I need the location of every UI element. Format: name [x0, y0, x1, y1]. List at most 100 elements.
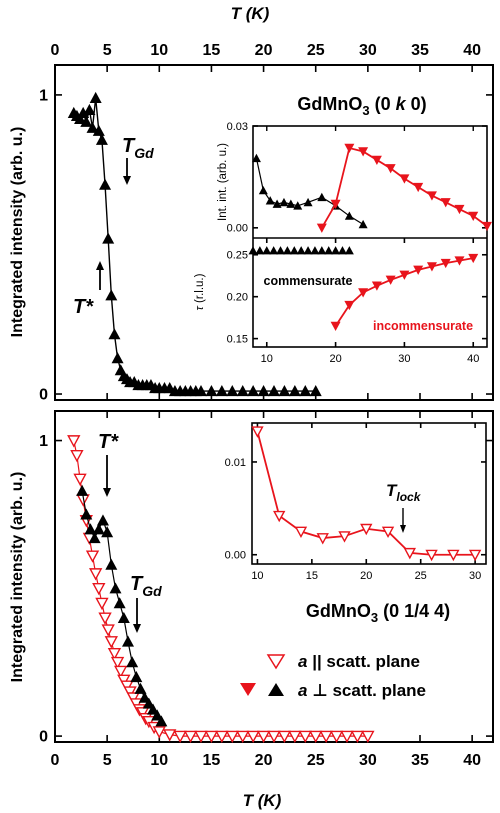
bottom-open-point — [104, 636, 118, 649]
inset-upper-black-point — [251, 153, 261, 163]
top-y-tick-labels: 01 — [39, 88, 48, 404]
x-tick-label: 20 — [329, 353, 341, 365]
top-inset-frame — [252, 125, 488, 348]
bottom-black-point — [105, 558, 118, 570]
inset-upper-red-point — [399, 174, 410, 184]
bottom-x-tick-label: 30 — [359, 752, 377, 769]
bottom-inset: 10 15 20 25 300.000.01 Tlock — [225, 422, 487, 582]
top-x-tick-label: 0 — [51, 42, 60, 59]
bottom-open-point — [183, 730, 198, 744]
top-x-tick-label: 35 — [411, 42, 429, 59]
inset-upper-black-point — [279, 197, 289, 207]
y-tick-label: 1 — [39, 88, 48, 105]
y-tick-label: 1 — [39, 433, 48, 450]
bottom-open-point — [288, 730, 302, 744]
bottom-black-point — [117, 611, 130, 623]
bottom-inset-tick-labels: 10 15 20 25 30 0.00 0.01 — [225, 457, 482, 582]
bottom-open-point — [70, 449, 84, 463]
bottom-open-point — [173, 730, 187, 744]
bottom-black-point — [126, 656, 139, 668]
inset-lower-red-point — [440, 258, 451, 269]
bottom-black-point — [113, 597, 126, 609]
bottom-open-point — [98, 612, 112, 625]
bottom-black-point — [76, 484, 89, 496]
y-tick-label: 0 — [39, 387, 48, 404]
top-main-point — [236, 385, 249, 397]
inset-upper-black-point — [344, 211, 354, 220]
inset-upper-red-point — [371, 155, 382, 165]
bottom-open-point — [117, 674, 131, 687]
inset-upper-black-point — [286, 199, 296, 208]
bottom-inset-point — [468, 549, 482, 562]
tstar-label-top: T* — [73, 296, 94, 318]
top-y-axis-label: Integrated intensity (arb. u.) — [9, 127, 26, 338]
y-tick-label: 0.00 — [227, 223, 248, 235]
bottom-inset-point — [447, 549, 460, 562]
inset-upper-red-point — [426, 191, 437, 201]
top-main-point — [215, 385, 228, 397]
top-main-point — [92, 124, 105, 136]
top-main-point — [205, 385, 218, 397]
tstar-label-bottom: T* — [98, 431, 119, 453]
top-main-point — [278, 385, 291, 397]
bottom-open-point — [114, 665, 128, 679]
top-x-tick-label: 5 — [103, 42, 112, 59]
inset-tick-labels: 0.00 0.03 10 20 30 40 0.15 0.20 0.25 — [227, 121, 480, 365]
y-tick-label: 0.00 — [225, 550, 246, 562]
top-x-tick-label: 40 — [463, 42, 481, 59]
legend-entry-parallel: a || scatt. plane — [298, 652, 420, 671]
inset-lower-black-point — [296, 246, 306, 255]
bottom-open-point — [298, 730, 312, 744]
top-axis-title: T (K) — [231, 4, 270, 23]
top-main-point — [102, 232, 115, 244]
bottom-open-point — [73, 473, 87, 486]
top-main-point — [195, 385, 207, 397]
tgd-arrowhead-bottom — [133, 624, 141, 633]
bottom-black-point — [155, 715, 168, 727]
inset-lower-black-point — [262, 246, 272, 255]
commensurate-label: commensurate — [264, 274, 353, 288]
bottom-open-point — [277, 730, 292, 744]
bottom-axis-title: T (K) — [243, 791, 282, 810]
bottom-inset-point — [403, 547, 416, 560]
inset-upper-black-point — [293, 201, 303, 210]
inset-lower-black-point — [317, 246, 327, 255]
bottom-open-point — [340, 730, 354, 744]
bottom-open-point — [361, 730, 375, 744]
tgd-label-bottom: TGd — [130, 573, 162, 599]
bottom-x-tick-label: 40 — [463, 752, 481, 769]
bottom-inset-point — [316, 533, 329, 545]
x-tick-label: 10 — [261, 353, 273, 365]
x-tick-label: 20 — [360, 570, 372, 582]
top-main-point — [86, 121, 99, 133]
top-main-point — [99, 178, 112, 190]
top-main-point — [268, 385, 280, 397]
inset-lower-red-point — [330, 321, 341, 332]
top-data — [67, 91, 322, 397]
bottom-inset-point — [381, 526, 395, 539]
bottom-open-point — [267, 730, 281, 744]
bottom-open-point — [236, 730, 250, 744]
inset-lower-red-point — [399, 270, 410, 280]
bottom-inset-point — [338, 531, 351, 543]
bottom-black-point — [130, 670, 143, 683]
top-x-tick-label: 25 — [307, 42, 325, 59]
incommensurate-label: incommensurate — [373, 319, 473, 333]
bottom-inset-point — [294, 526, 308, 539]
bottom-black-point — [88, 532, 101, 544]
top-main-point — [80, 115, 93, 127]
bottom-x-tick-label: 15 — [203, 752, 221, 769]
bottom-open-point — [329, 730, 344, 744]
inset-lower-black-point — [337, 246, 347, 255]
bottom-open-point — [67, 435, 81, 448]
bottom-open-point — [126, 692, 140, 705]
bottom-open-point — [92, 582, 106, 596]
inset-upper-black-point — [258, 185, 268, 195]
top-main-point — [111, 352, 124, 364]
bottom-data — [67, 435, 375, 744]
y-tick-label: 0 — [39, 729, 48, 746]
bottom-black-point — [101, 526, 114, 538]
bottom-x-tick-label: 5 — [103, 752, 112, 769]
bottom-black-point — [134, 682, 147, 694]
top-x-tick-label: 15 — [203, 42, 221, 59]
